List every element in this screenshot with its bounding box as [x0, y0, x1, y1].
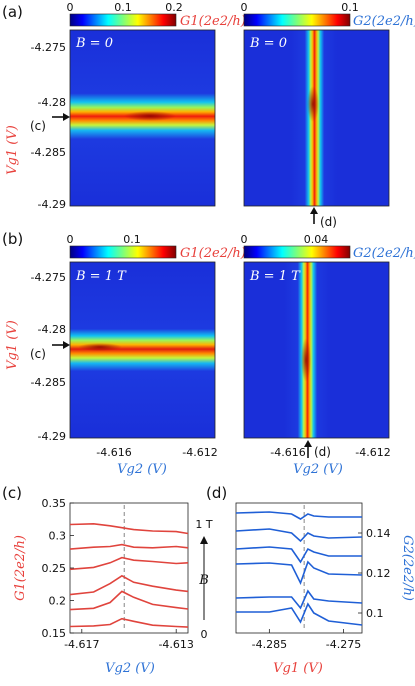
series-line-0 — [236, 602, 363, 626]
y-tick-label: -4.275 — [31, 271, 66, 284]
cut-label: (d) — [314, 445, 331, 459]
colorbar-b-left: 0 0.1 G1(2e2/h) — [67, 233, 246, 261]
y-tick-label: -4.285 — [31, 146, 66, 159]
field-label-b-left: B = 1 T — [75, 269, 127, 284]
cut-marker-d-b: (d) — [304, 440, 331, 459]
field-label-a-right: B = 0 — [249, 36, 287, 51]
field-arrow: 1 T B 0 — [195, 518, 212, 641]
x-tick-label: -4.616 — [270, 446, 305, 459]
series-line-2 — [69, 574, 189, 596]
field-top-label: 1 T — [195, 518, 212, 531]
cbar-label: G1(2e2/h) — [180, 246, 246, 261]
y-axis-b: -4.275 -4.28 -4.285 -4.29 Vg1 (V) — [5, 271, 66, 443]
panel-label-c: (c) — [2, 484, 22, 502]
y-tick-label: 0.35 — [42, 497, 67, 510]
cbar-label: G2(2e2/h) — [353, 14, 415, 29]
series-line-2 — [235, 560, 363, 586]
series-line-5 — [69, 522, 189, 535]
x-tick-label: -4.612 — [355, 446, 390, 459]
cut-marker-d-a: (d) — [310, 207, 337, 229]
series-line-3 — [235, 546, 362, 564]
x-axis-b-left: -4.616 -4.612 Vg2 (V) — [96, 446, 217, 477]
y-tick-label: 0.3 — [49, 530, 67, 543]
series-line-1 — [69, 590, 189, 611]
x-tick-label: -4.617 — [64, 638, 99, 651]
panel-label-b: (b) — [2, 230, 23, 248]
y-axis-a: -4.275 -4.28 -4.285 -4.29 Vg1 (V) — [5, 41, 66, 211]
cbar-tick: 0 — [67, 233, 74, 246]
panel-label-d: (d) — [206, 484, 227, 502]
cut-label: (d) — [320, 215, 337, 229]
y-tick-label: 0.1 — [366, 607, 384, 620]
y-axis-label: G1(2e2/h) — [13, 535, 28, 601]
series-line-4 — [69, 543, 189, 550]
y-tick-label: -4.29 — [38, 430, 66, 443]
x-axis-b-right: -4.616 -4.612 Vg2 (V) — [270, 446, 390, 477]
colorbar-a-left: 0 0.1 0.2 G1(2e2/h) — [67, 1, 246, 29]
x-axis-label: Vg2 (V) — [105, 661, 155, 676]
heatmap-b-right: B = 1 T — [243, 261, 390, 439]
x-axis-label: Vg1 (V) — [273, 661, 323, 676]
colorbar-a-right: 0 0.1 G2(2e2/h) — [241, 1, 415, 29]
y-tick-label: -4.285 — [31, 376, 66, 389]
series-line-1 — [235, 589, 363, 610]
y-axis-label: Vg1 (V) — [5, 320, 20, 370]
y-tick-label: 0.2 — [49, 595, 67, 608]
cut-marker-c-b: (c) — [30, 341, 70, 361]
panel-label-a: (a) — [2, 3, 23, 21]
x-tick-label: -4.275 — [326, 638, 361, 651]
y-tick-label: -4.28 — [38, 323, 66, 336]
cbar-tick: 0.2 — [165, 1, 183, 14]
field-label-b-right: B = 1 T — [249, 269, 301, 284]
y-tick-label: -4.29 — [38, 198, 66, 211]
cbar-label: G2(2e2/h) — [353, 246, 415, 261]
field-axis-label: B — [198, 573, 209, 588]
y-tick-label: 0.25 — [42, 562, 67, 575]
x-tick-label: -4.616 — [96, 446, 131, 459]
y-tick-label: 0.15 — [42, 627, 67, 640]
y-axis-label: Vg1 (V) — [5, 125, 20, 175]
cut-label: (c) — [30, 119, 46, 133]
heatmap-b-left: B = 1 T — [69, 261, 216, 439]
x-tick-label: -4.285 — [252, 638, 287, 651]
heatmap-a-left: B = 0 — [69, 29, 216, 207]
field-bottom-label: 0 — [201, 628, 208, 641]
x-axis-label: Vg2 (V) — [293, 462, 343, 477]
series-line-4 — [235, 528, 363, 543]
cbar-tick: 0.1 — [123, 233, 141, 246]
plot-d: 0.14 0.12 0.1 -4.285 -4.275 G2(2e2/h) Vg1 (V… — [235, 502, 415, 676]
cbar-tick: 0.1 — [341, 1, 359, 14]
cbar-label: G1(2e2/h) — [180, 14, 246, 29]
field-label-a-left: B = 0 — [75, 36, 113, 51]
y-tick-label: -4.275 — [31, 41, 66, 54]
cbar-tick: 0.1 — [114, 1, 132, 14]
x-axis-label: Vg2 (V) — [117, 462, 167, 477]
cbar-tick: 0.04 — [304, 233, 329, 246]
cbar-tick: 0 — [241, 1, 248, 14]
series-line-5 — [235, 511, 362, 520]
y-tick-label: 0.14 — [366, 527, 391, 540]
y-axis-label: G2(2e2/h) — [400, 535, 415, 601]
cbar-tick: 0 — [67, 1, 74, 14]
cut-marker-c-a: (c) — [30, 113, 70, 133]
series-line-3 — [69, 556, 189, 571]
x-tick-label: -4.613 — [158, 638, 193, 651]
colorbar-b-right: 0 0.04 G2(2e2/h) — [241, 233, 415, 261]
cbar-tick: 0 — [241, 233, 248, 246]
plot-c: 0.35 0.3 0.25 0.2 0.15-4.617 -4.613 G1(2e2/h)… — [13, 497, 194, 676]
y-tick-label: -4.28 — [38, 96, 66, 109]
series-line-0 — [69, 617, 189, 628]
cut-label: (c) — [30, 347, 46, 361]
heatmap-a-right: B = 0 — [243, 29, 390, 207]
y-tick-label: 0.12 — [366, 567, 391, 580]
x-tick-label: -4.612 — [182, 446, 217, 459]
